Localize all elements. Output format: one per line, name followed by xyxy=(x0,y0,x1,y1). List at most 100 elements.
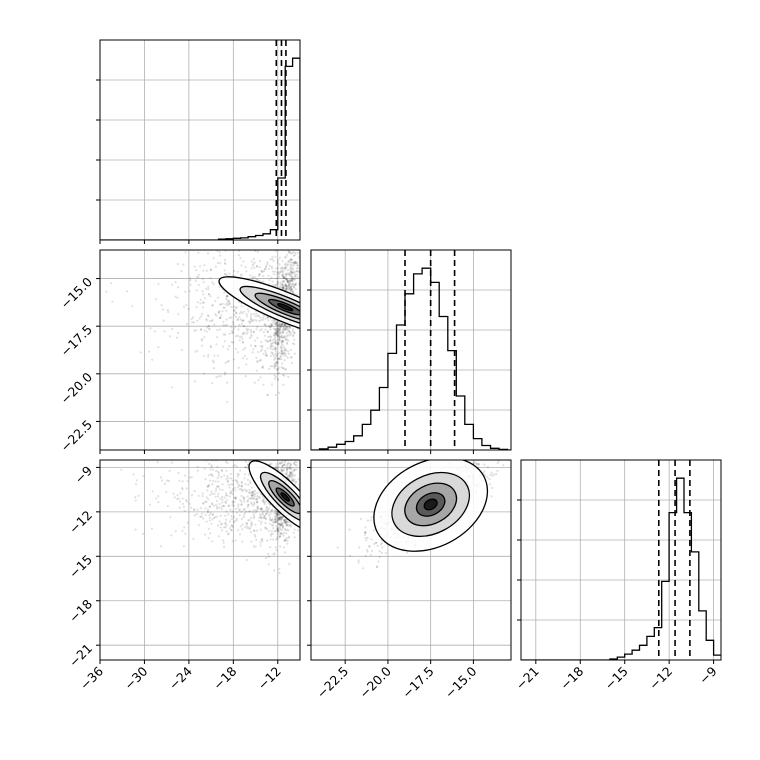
scatter-point xyxy=(255,264,259,268)
scatter-point xyxy=(267,555,270,558)
scatter-point xyxy=(270,519,273,522)
scatter-point xyxy=(234,347,237,350)
scatter-point xyxy=(262,510,265,513)
scatter-point xyxy=(224,514,227,517)
scatter-point xyxy=(255,319,258,322)
scatter-point xyxy=(258,359,261,362)
scatter-point xyxy=(259,318,263,322)
scatter-point xyxy=(254,523,257,526)
scatter-point xyxy=(90,510,92,512)
scatter-point xyxy=(267,530,270,533)
scatter-point xyxy=(286,329,289,332)
scatter-point xyxy=(249,344,252,347)
scatter-point xyxy=(162,319,165,322)
scatter-point xyxy=(252,491,255,494)
scatter-point xyxy=(289,274,292,277)
scatter-point xyxy=(204,478,207,481)
scatter-point xyxy=(251,278,254,281)
scatter-point xyxy=(292,244,294,246)
x-tick-label: −24 xyxy=(166,663,195,692)
scatter-point xyxy=(254,339,257,342)
scatter-point xyxy=(190,476,193,479)
scatter-point xyxy=(274,516,277,519)
scatter-point xyxy=(201,312,204,316)
scatter-point xyxy=(293,474,296,477)
scatter-point xyxy=(225,323,228,327)
scatter-point xyxy=(289,287,292,290)
scatter-point xyxy=(253,509,256,512)
scatter-point xyxy=(245,522,248,525)
scatter-point xyxy=(240,517,243,521)
scatter-point xyxy=(285,287,288,290)
scatter-point xyxy=(366,549,369,552)
scatter-point xyxy=(277,516,281,520)
scatter-point xyxy=(250,267,253,270)
scatter-point xyxy=(256,505,259,508)
scatter-point xyxy=(301,315,303,317)
scatter-point xyxy=(375,541,378,544)
scatter-point xyxy=(277,272,281,276)
scatter-point xyxy=(289,273,292,277)
scatter-point xyxy=(348,528,351,531)
scatter-point xyxy=(232,465,235,468)
scatter-point xyxy=(201,456,203,458)
scatter-point xyxy=(288,563,291,566)
scatter-point xyxy=(222,324,225,327)
scatter-point xyxy=(207,536,210,540)
scatter-point xyxy=(248,491,251,494)
scatter-point xyxy=(279,515,282,518)
scatter-point xyxy=(276,267,280,270)
scatter-point xyxy=(302,198,304,200)
scatter-point xyxy=(289,252,292,255)
scatter-point xyxy=(278,326,281,329)
scatter-point xyxy=(282,276,286,279)
scatter-point xyxy=(295,270,298,273)
scatter-point xyxy=(228,527,231,530)
scatter-point xyxy=(235,507,238,510)
scatter-point xyxy=(373,542,376,546)
scatter-point xyxy=(251,491,254,494)
scatter-point xyxy=(278,571,281,575)
scatter-point xyxy=(185,445,187,447)
scatter-point xyxy=(282,276,285,279)
scatter-point xyxy=(278,391,281,394)
scatter-point xyxy=(247,526,250,530)
scatter-point xyxy=(258,279,261,282)
scatter-point xyxy=(240,305,243,308)
scatter-point xyxy=(203,264,206,267)
scatter-point xyxy=(357,559,360,562)
scatter-point xyxy=(233,313,236,317)
scatter-point xyxy=(247,244,249,246)
scatter-point xyxy=(155,497,158,500)
scatter-point xyxy=(227,300,230,303)
scatter-point xyxy=(256,336,259,339)
scatter-point xyxy=(244,473,247,476)
scatter-point xyxy=(284,539,287,542)
scatter-point xyxy=(279,286,282,289)
scatter-point xyxy=(364,533,367,536)
scatter-point xyxy=(223,526,226,529)
scatter-point xyxy=(243,526,246,529)
scatter-point xyxy=(210,503,214,506)
scatter-point xyxy=(277,275,280,278)
scatter-point xyxy=(295,461,298,464)
scatter-point xyxy=(265,556,268,560)
scatter-point xyxy=(282,331,285,334)
scatter-point xyxy=(222,539,225,542)
scatter-point xyxy=(224,521,227,524)
scatter-point xyxy=(291,291,295,294)
scatter-point xyxy=(273,362,276,365)
scatter-point xyxy=(252,330,255,333)
scatter-point xyxy=(291,252,294,255)
scatter-point xyxy=(293,236,295,238)
scatter-point xyxy=(233,326,236,329)
scatter-point xyxy=(213,492,216,495)
scatter-point xyxy=(283,438,285,440)
scatter-point xyxy=(244,511,247,514)
scatter-point xyxy=(461,457,463,459)
scatter-point xyxy=(237,505,240,508)
scatter-point xyxy=(275,515,278,518)
scatter-point xyxy=(247,510,251,513)
scatter-point xyxy=(209,346,212,349)
scatter-point xyxy=(275,355,278,358)
